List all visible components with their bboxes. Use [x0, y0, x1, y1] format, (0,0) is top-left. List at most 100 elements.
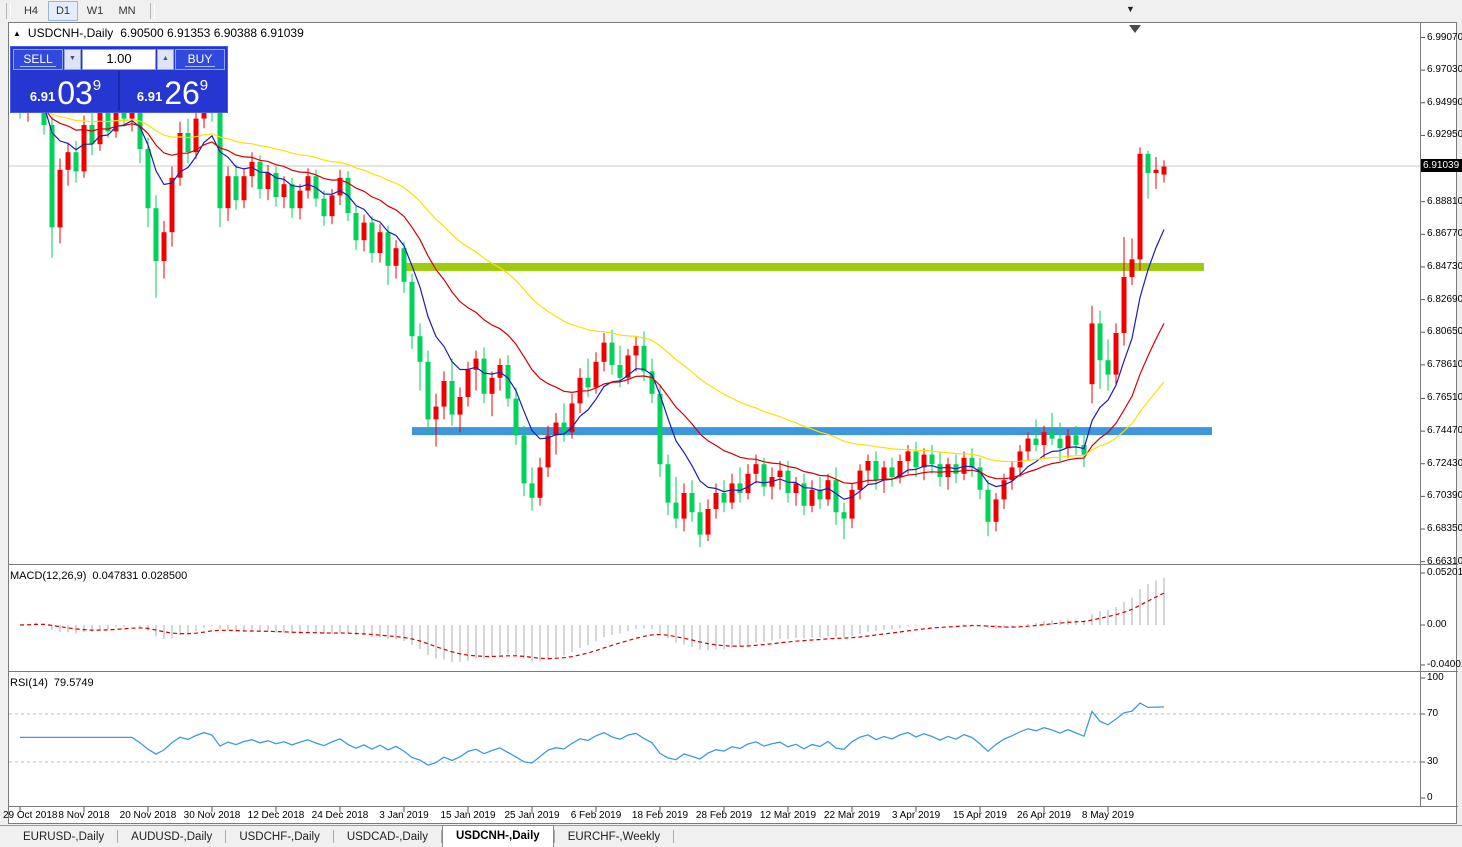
date-tick-label: 25 Jan 2019 [504, 810, 560, 821]
sell-button[interactable]: SELL [13, 49, 63, 70]
volume-increase-button[interactable]: ▲ [157, 49, 174, 70]
rsi-tick-label: 70 [1427, 708, 1439, 719]
collapse-chart-icon[interactable]: ▲ [13, 28, 21, 38]
candle-body [57, 169, 63, 228]
price-tick-label: 6.99070 [1427, 31, 1462, 43]
date-tick-label: 18 Feb 2019 [631, 810, 689, 821]
date-tick-label: 12 Mar 2019 [759, 810, 817, 821]
candle-body [657, 393, 663, 465]
candle-body [1025, 438, 1031, 452]
macd-indicator-label: MACD(12,26,9) 0.047831 0.028500 [10, 570, 187, 582]
candle-body [1081, 445, 1087, 455]
chart-tab-audusd[interactable]: AUDUSD-,Daily [131, 831, 213, 843]
date-tick-label: 15 Apr 2019 [953, 810, 1007, 821]
date-tick-label: 22 Mar 2019 [823, 810, 881, 821]
candle-body [105, 107, 111, 132]
candle-body [881, 467, 887, 481]
timeframe-button-w1[interactable]: W1 [86, 5, 104, 17]
date-tick-label: 3 Apr 2019 [891, 810, 941, 821]
volume-decrease-button[interactable]: ▼ [64, 49, 81, 70]
chart-tab-eurchf[interactable]: EURCHF-,Weekly [567, 831, 661, 843]
candle-body [377, 232, 383, 253]
candle-body [169, 177, 175, 233]
current-price-badge: 6.91039 [1421, 159, 1462, 172]
tab-separator [225, 830, 227, 843]
buy-button[interactable]: BUY [175, 49, 225, 70]
candle-body [97, 107, 103, 145]
candle-body [689, 493, 695, 513]
toolbar-grip[interactable] [6, 3, 11, 19]
candle-body [793, 483, 799, 493]
toolbar-overflow-icon[interactable]: ▼ [1126, 4, 1135, 14]
chart-shift-icon[interactable] [1129, 25, 1141, 33]
candle-body [337, 177, 343, 196]
tab-separator [440, 830, 442, 843]
rsi-value: 79.5749 [53, 677, 94, 689]
chart-title-bar: ▲ USDCNH-,Daily 6.90500 6.91353 6.90388 … [13, 26, 304, 40]
rsi-window-separator[interactable] [8, 671, 1458, 672]
chart-ohlc-values: 6.90500 6.91353 6.90388 6.91039 [120, 26, 304, 40]
price-tick-label: 6.80650 [1427, 326, 1462, 338]
candle-body [153, 208, 159, 261]
candle-body [49, 125, 55, 228]
candle-body [225, 176, 231, 209]
candle-body [353, 213, 359, 241]
candle-body [1033, 438, 1039, 445]
candle-body [457, 397, 463, 415]
candle-body [1137, 153, 1143, 260]
candle-body [177, 133, 183, 178]
candle-body [601, 342, 607, 362]
candle-body [937, 464, 943, 477]
chart-tab-usdcad[interactable]: USDCAD-,Daily [346, 831, 428, 843]
sell-price-prefix: 6.91 [29, 89, 56, 104]
macd-window-separator[interactable] [8, 564, 1458, 565]
candle-body [1105, 360, 1111, 375]
price-tick-label: 6.66310 [1427, 555, 1462, 567]
candle-body [913, 451, 919, 468]
candle-body [905, 451, 911, 461]
candle-body [241, 176, 247, 201]
date-tick-label: 26 Apr 2019 [1017, 810, 1071, 821]
candle-body [761, 464, 767, 487]
candle-body [481, 358, 487, 394]
candle-body [1121, 277, 1127, 333]
candle-body [809, 489, 815, 506]
sell-price-display: 6.91 03 9 [13, 71, 118, 110]
date-tick-label: 29 Oct 2018 [3, 810, 58, 821]
candle-body [1041, 432, 1047, 445]
candle-body [1049, 432, 1055, 439]
chart-title: USDCNH-,Daily [27, 26, 114, 40]
candle-body [985, 489, 991, 522]
date-tick-label: 8 May 2019 [1081, 810, 1135, 821]
support-line[interactable] [412, 427, 1212, 436]
candle-body [81, 125, 87, 172]
resistance-line[interactable] [404, 262, 1204, 271]
toolbar-separator [150, 3, 155, 19]
price-tick-label: 6.84730 [1427, 260, 1462, 272]
candle-body [425, 361, 431, 420]
timeframe-button-d1[interactable]: D1 [48, 1, 78, 21]
chart-tab-usdchf[interactable]: USDCHF-,Daily [239, 831, 320, 843]
price-tick-label: 6.68350 [1427, 523, 1462, 535]
price-divider [118, 71, 120, 110]
candle-body [1089, 323, 1095, 385]
chart-area-background[interactable] [8, 22, 1457, 824]
date-tick-label: 8 Nov 2018 [58, 810, 110, 821]
timeframe-button-h4[interactable]: H4 [23, 5, 39, 17]
candle-body [1017, 451, 1023, 468]
candle-body [641, 345, 647, 372]
candle-body [217, 112, 223, 209]
candle-body [1009, 467, 1015, 481]
candle-body [73, 152, 79, 172]
chart-tab-usdcnh[interactable]: USDCNH-,Daily [441, 825, 554, 847]
timeframe-button-mn[interactable]: MN [118, 5, 136, 17]
candle-body [977, 467, 983, 490]
chart-tab-eurusd[interactable]: EURUSD-,Daily [23, 831, 105, 843]
buy-price-pip: 9 [199, 77, 209, 94]
candle-body [609, 342, 615, 365]
rsi-indicator-label: RSI(14) 79.5749 [10, 677, 94, 689]
candle-body [697, 512, 703, 535]
candle-body [721, 493, 727, 503]
volume-input[interactable]: 1.00 [82, 49, 156, 70]
